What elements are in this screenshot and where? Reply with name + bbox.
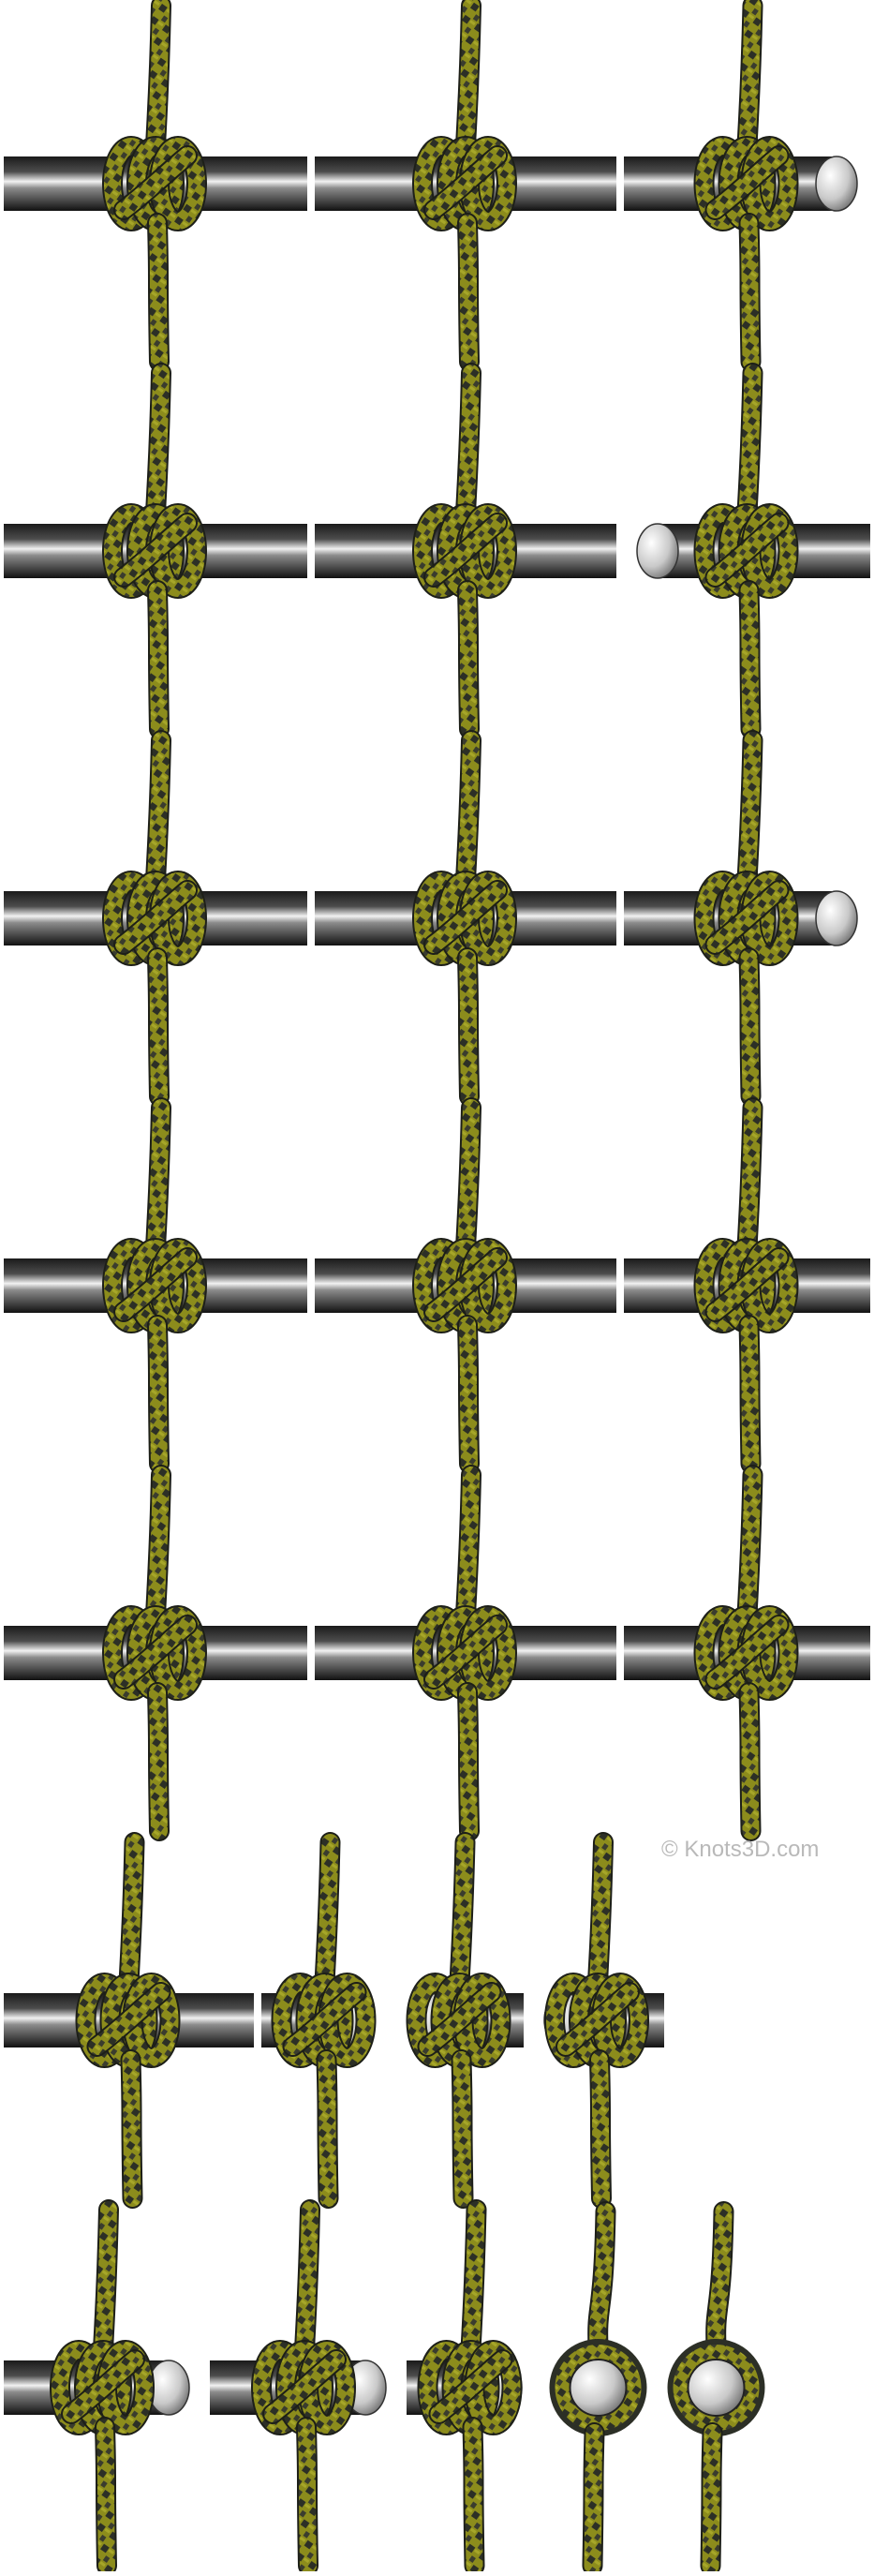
knot-step-r7-p3 xyxy=(407,2199,523,2576)
knot-step-r1-p3 xyxy=(624,0,858,372)
knot-step-r7-p5 xyxy=(667,2201,765,2576)
knot-step-r3-p3 xyxy=(624,730,858,1107)
knot-step-r7-p2 xyxy=(210,2199,387,2576)
watermark-credit: © Knots3D.com xyxy=(661,1837,820,1862)
knot-step-r2-p3 xyxy=(636,363,870,739)
knot-step-r7-p1 xyxy=(4,2199,190,2576)
knot-step-r6-p2 xyxy=(261,1832,377,2209)
knot-step-r6-p1 xyxy=(4,1832,254,2209)
knot-step-r3-p2 xyxy=(315,730,616,1107)
knot-step-r7-p4 xyxy=(549,2201,647,2576)
knot-step-r2-p1 xyxy=(4,363,307,739)
knot-step-r1-p2 xyxy=(315,0,616,372)
knot-step-r2-p2 xyxy=(315,363,616,739)
knot-step-r6-p4 xyxy=(543,1832,664,2209)
knot-step-r4-p3 xyxy=(624,1097,870,1474)
knot-step-r5-p2 xyxy=(315,1465,616,1841)
knot-step-r5-p1 xyxy=(4,1465,307,1841)
knot-step-r1-p1 xyxy=(4,0,307,372)
knot-step-r4-p2 xyxy=(315,1097,616,1474)
knot-step-r5-p3 xyxy=(624,1465,870,1841)
knot-step-r3-p1 xyxy=(4,730,307,1107)
knot-step-r4-p1 xyxy=(4,1097,307,1474)
knot-step-r6-p3 xyxy=(406,1832,524,2209)
